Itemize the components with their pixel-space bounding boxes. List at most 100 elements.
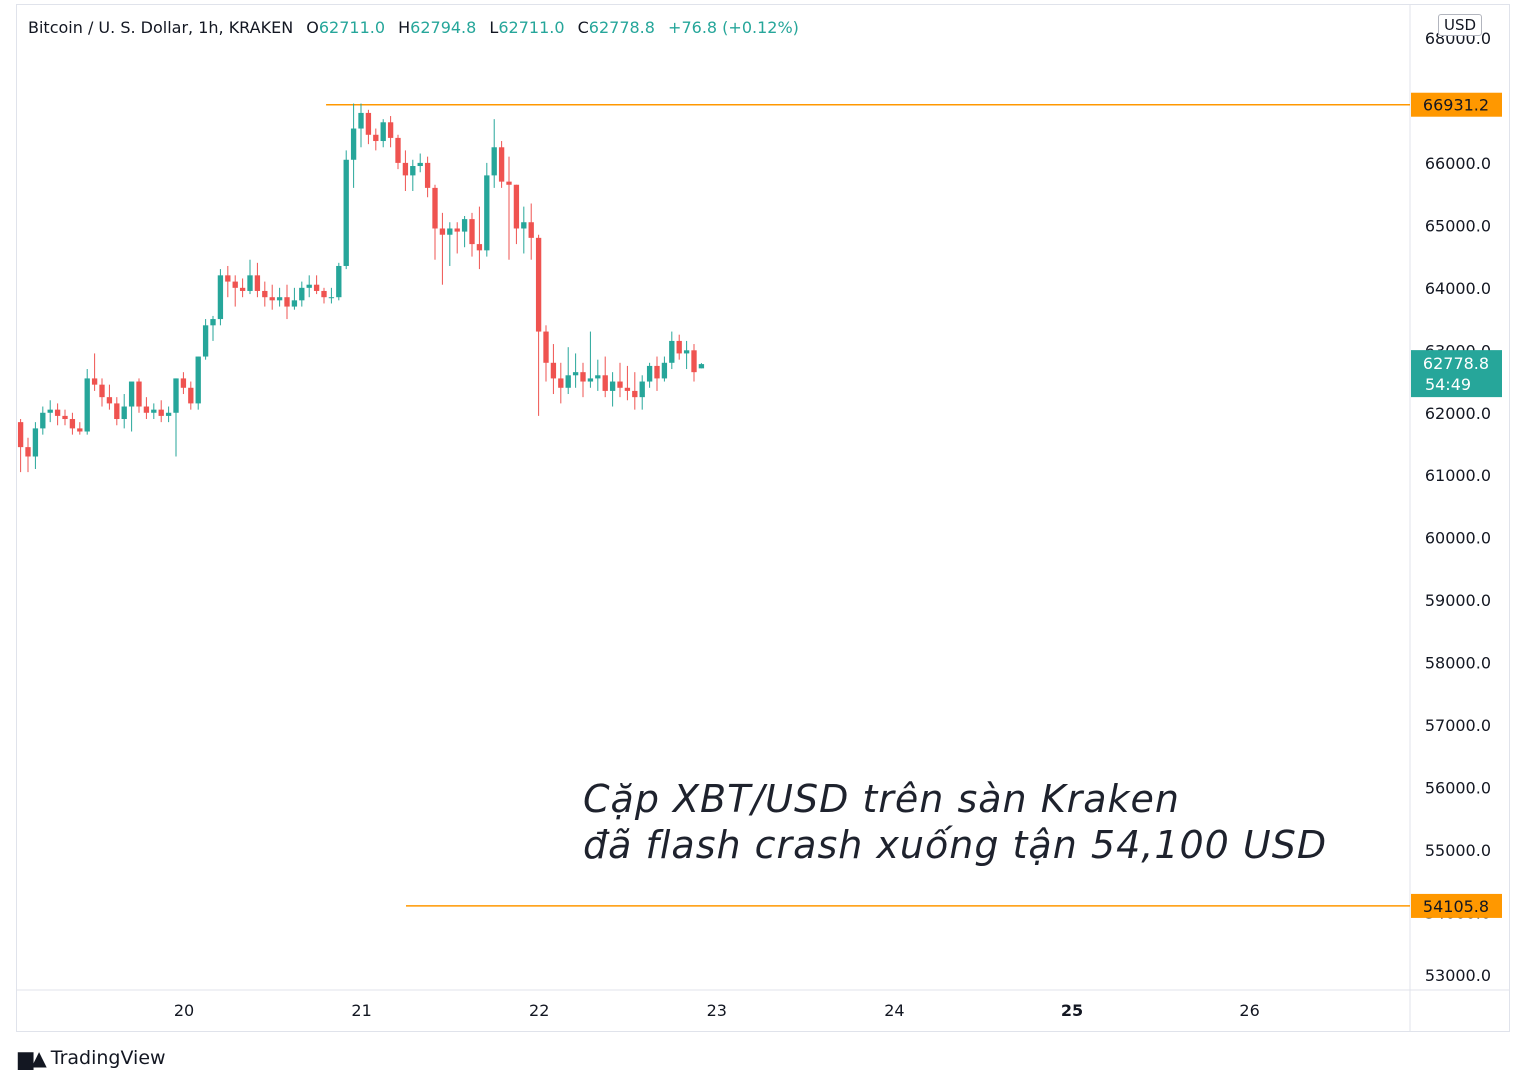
- candle: [698, 363, 705, 369]
- candle: [565, 347, 571, 395]
- candle-body: [609, 381, 616, 391]
- currency-button[interactable]: USD: [1438, 14, 1483, 36]
- candle-body: [151, 409, 157, 413]
- candle: [587, 331, 594, 388]
- price-tick-label: 64000.0: [1425, 279, 1491, 298]
- candle: [217, 269, 224, 326]
- candle: [624, 365, 631, 401]
- candle: [654, 356, 660, 391]
- candle-body: [262, 290, 268, 298]
- candle-body: [410, 166, 416, 176]
- candle: [91, 353, 98, 391]
- candle: [484, 162, 490, 257]
- candle-body: [210, 319, 216, 326]
- candle-body: [484, 175, 490, 251]
- candle: [47, 400, 53, 423]
- candle: [40, 406, 46, 435]
- candle: [284, 284, 290, 320]
- candle: [343, 150, 349, 270]
- candle: [84, 369, 90, 435]
- candle-body: [158, 409, 164, 416]
- candle: [99, 378, 105, 407]
- chart-frame: [16, 4, 1510, 1032]
- last-price-bg: [1411, 350, 1502, 398]
- low-label: L: [489, 18, 499, 37]
- candle: [365, 109, 372, 145]
- candle-body: [47, 409, 53, 413]
- candle-body: [617, 381, 623, 388]
- candle-body: [69, 419, 76, 429]
- candle: [143, 397, 150, 420]
- candle: [609, 372, 616, 407]
- candle-body: [188, 387, 194, 404]
- candle: [513, 184, 520, 245]
- candle-body: [698, 364, 705, 369]
- candle: [225, 265, 231, 298]
- candle-body: [217, 275, 224, 320]
- candle-body: [521, 222, 527, 229]
- candle-body: [387, 122, 394, 138]
- candle-body: [106, 397, 113, 404]
- candle: [321, 287, 327, 304]
- candle-body: [99, 384, 105, 398]
- candle-body: [565, 375, 571, 388]
- tradingview-logo[interactable]: ▆▲ TradingView: [18, 1046, 166, 1070]
- candle-body: [624, 387, 631, 391]
- horizontal-levels: [326, 103, 1410, 907]
- low-value: 62711.0: [498, 18, 565, 37]
- candle-body: [328, 297, 335, 299]
- candle: [535, 234, 542, 416]
- candle-body: [225, 275, 231, 282]
- candle-body: [373, 134, 379, 142]
- candle-body: [646, 365, 653, 382]
- candle: [165, 406, 172, 423]
- candle-body: [54, 409, 61, 416]
- candle-body: [491, 147, 497, 176]
- tradingview-icon: ▆▲: [18, 1046, 47, 1070]
- candle: [691, 344, 697, 382]
- candle-body: [572, 372, 579, 376]
- candle: [661, 356, 668, 382]
- candle-body: [40, 412, 46, 429]
- candle: [580, 362, 586, 398]
- candle: [247, 259, 253, 295]
- candle-body: [595, 375, 601, 379]
- candle-body: [691, 350, 697, 373]
- candle: [77, 422, 83, 435]
- candle: [669, 331, 675, 370]
- candle: [306, 275, 312, 298]
- candle-body: [469, 219, 475, 245]
- candle: [299, 281, 305, 307]
- candle: [69, 412, 76, 435]
- close-label: C: [577, 18, 589, 37]
- candle: [506, 156, 512, 260]
- candle: [232, 275, 238, 307]
- candle: [521, 206, 527, 254]
- candle-body: [395, 137, 401, 163]
- candle: [395, 134, 401, 170]
- candle-body: [550, 362, 557, 379]
- annotation-text: Cặp XBT/USD trên sàn Kraken đã flash cra…: [583, 776, 1327, 868]
- candle-body: [380, 122, 386, 142]
- candle: [461, 215, 468, 248]
- candle-body: [350, 128, 357, 160]
- candle: [454, 222, 460, 254]
- candle-body: [447, 228, 453, 235]
- symbol-title[interactable]: Bitcoin / U. S. Dollar, 1h, KRAKEN: [28, 18, 294, 37]
- close-value: 62778.8: [588, 18, 655, 37]
- candle: [632, 372, 638, 410]
- price-labels: 66931.2 54105.8 62778.8 54:49: [1411, 92, 1502, 918]
- candle: [639, 375, 645, 410]
- candle-body: [417, 162, 423, 167]
- candle: [558, 362, 564, 404]
- candle-body: [114, 403, 120, 420]
- candle-body: [195, 356, 201, 404]
- time-tick-label: 22: [529, 1001, 549, 1020]
- candle: [550, 344, 557, 395]
- candle: [62, 409, 68, 426]
- candle-body: [461, 219, 468, 232]
- time-tick-label: 26: [1239, 1001, 1259, 1020]
- open-label: O: [306, 18, 319, 37]
- candle: [417, 153, 423, 173]
